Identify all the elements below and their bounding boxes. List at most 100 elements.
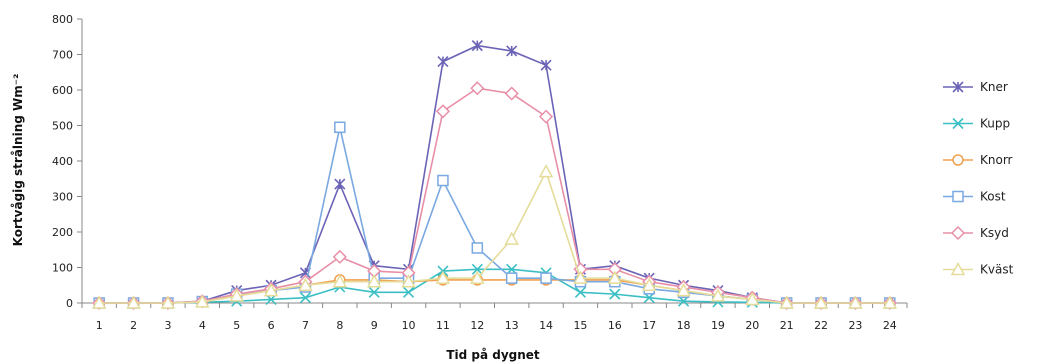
x-tick-label: 20 — [745, 319, 759, 332]
data-point — [506, 45, 518, 57]
y-tick-label: 600 — [52, 84, 73, 97]
legend-marker — [952, 154, 964, 166]
x-tick-label: 3 — [164, 319, 171, 332]
data-point — [435, 104, 450, 119]
data-point — [368, 286, 380, 298]
data-point — [540, 59, 552, 71]
data-point — [609, 288, 621, 300]
series-kväst — [91, 164, 898, 309]
data-point — [607, 270, 623, 284]
x-tick-label: 22 — [814, 319, 828, 332]
data-point — [539, 109, 554, 124]
series-line — [99, 87, 890, 304]
data-point — [334, 178, 346, 190]
data-point — [91, 295, 107, 309]
data-point — [471, 40, 483, 52]
x-tick-label: 1 — [96, 319, 103, 332]
data-point — [641, 277, 657, 291]
x-tick-label: 17 — [642, 319, 656, 332]
x-tick-label: 21 — [780, 319, 794, 332]
data-point — [848, 295, 863, 309]
x-tick-label: 18 — [677, 319, 691, 332]
data-point — [299, 292, 312, 304]
x-axis-title: Tid på dygnet — [446, 348, 540, 362]
series-group — [91, 40, 898, 311]
y-tick-label: 500 — [52, 120, 73, 133]
legend-item: Knorr — [943, 153, 1013, 167]
x-tick-label: 15 — [573, 319, 587, 332]
data-point — [470, 270, 485, 284]
legend-label: Kner — [980, 80, 1008, 94]
data-point — [710, 288, 726, 302]
data-point — [334, 121, 346, 134]
legend-marker — [950, 225, 966, 241]
data-point — [505, 272, 518, 284]
y-axis-title: Kortvågig strålning Wm⁻² — [11, 74, 25, 247]
x-tick-label: 23 — [848, 319, 862, 332]
x-tick-label: 19 — [711, 319, 725, 332]
data-point — [504, 231, 519, 245]
legend-item: Kupp — [943, 117, 1010, 131]
x-tick-label: 10 — [402, 319, 416, 332]
data-point — [435, 270, 451, 284]
data-point — [504, 86, 519, 101]
legend-item: Ksyd — [943, 225, 1009, 241]
data-point — [298, 277, 313, 291]
legend-marker — [952, 190, 964, 203]
y-tick-label: 400 — [52, 155, 73, 168]
legend-marker — [952, 81, 964, 93]
data-point — [471, 263, 483, 275]
legend-label: Kväst — [980, 263, 1014, 277]
x-tick-label: 6 — [268, 319, 275, 332]
y-tick-label: 0 — [66, 297, 73, 310]
y-tick-label: 700 — [52, 49, 73, 62]
y-tick-label: 300 — [52, 191, 73, 204]
series-line — [99, 44, 890, 304]
data-point — [263, 283, 279, 297]
legend-item: Kner — [943, 80, 1008, 94]
legend-marker — [952, 117, 964, 130]
y-tick-label: 100 — [52, 262, 73, 275]
legend-label: Kost — [980, 190, 1006, 204]
data-point — [402, 286, 415, 298]
series-line — [99, 169, 890, 304]
data-point — [437, 174, 449, 187]
data-point — [538, 164, 554, 178]
x-tick-label: 2 — [130, 319, 137, 332]
legend-marker — [950, 261, 966, 276]
series-kner — [93, 40, 896, 309]
data-point — [470, 81, 485, 96]
x-tick-label: 11 — [436, 319, 450, 332]
legend-label: Kupp — [980, 117, 1010, 131]
y-tick-label: 200 — [52, 226, 73, 239]
data-point — [540, 272, 552, 284]
data-point — [160, 295, 176, 309]
data-point — [126, 295, 141, 309]
data-point — [401, 274, 416, 288]
data-point — [229, 288, 244, 302]
x-tick-label: 5 — [233, 319, 240, 332]
x-tick-label: 9 — [371, 319, 378, 332]
data-point — [779, 295, 794, 309]
x-tick-label: 13 — [505, 319, 519, 332]
data-point — [471, 242, 484, 254]
data-point — [332, 249, 347, 264]
legend: Kner Kupp Knorr Kost Ksyd Kväst — [943, 80, 1014, 277]
data-point — [574, 286, 587, 298]
data-point — [195, 294, 210, 308]
data-point — [437, 56, 449, 68]
x-tick-label: 16 — [608, 319, 622, 332]
x-tick-label: 4 — [199, 319, 206, 332]
data-point — [366, 274, 382, 288]
data-point — [573, 270, 588, 284]
y-tick-label: 800 — [52, 13, 73, 26]
x-tick-label: 8 — [336, 319, 343, 332]
x-tick-label: 14 — [539, 319, 553, 332]
data-point — [813, 295, 829, 309]
series-line — [99, 127, 890, 304]
x-tick-label: 24 — [883, 319, 897, 332]
data-point — [332, 274, 348, 288]
